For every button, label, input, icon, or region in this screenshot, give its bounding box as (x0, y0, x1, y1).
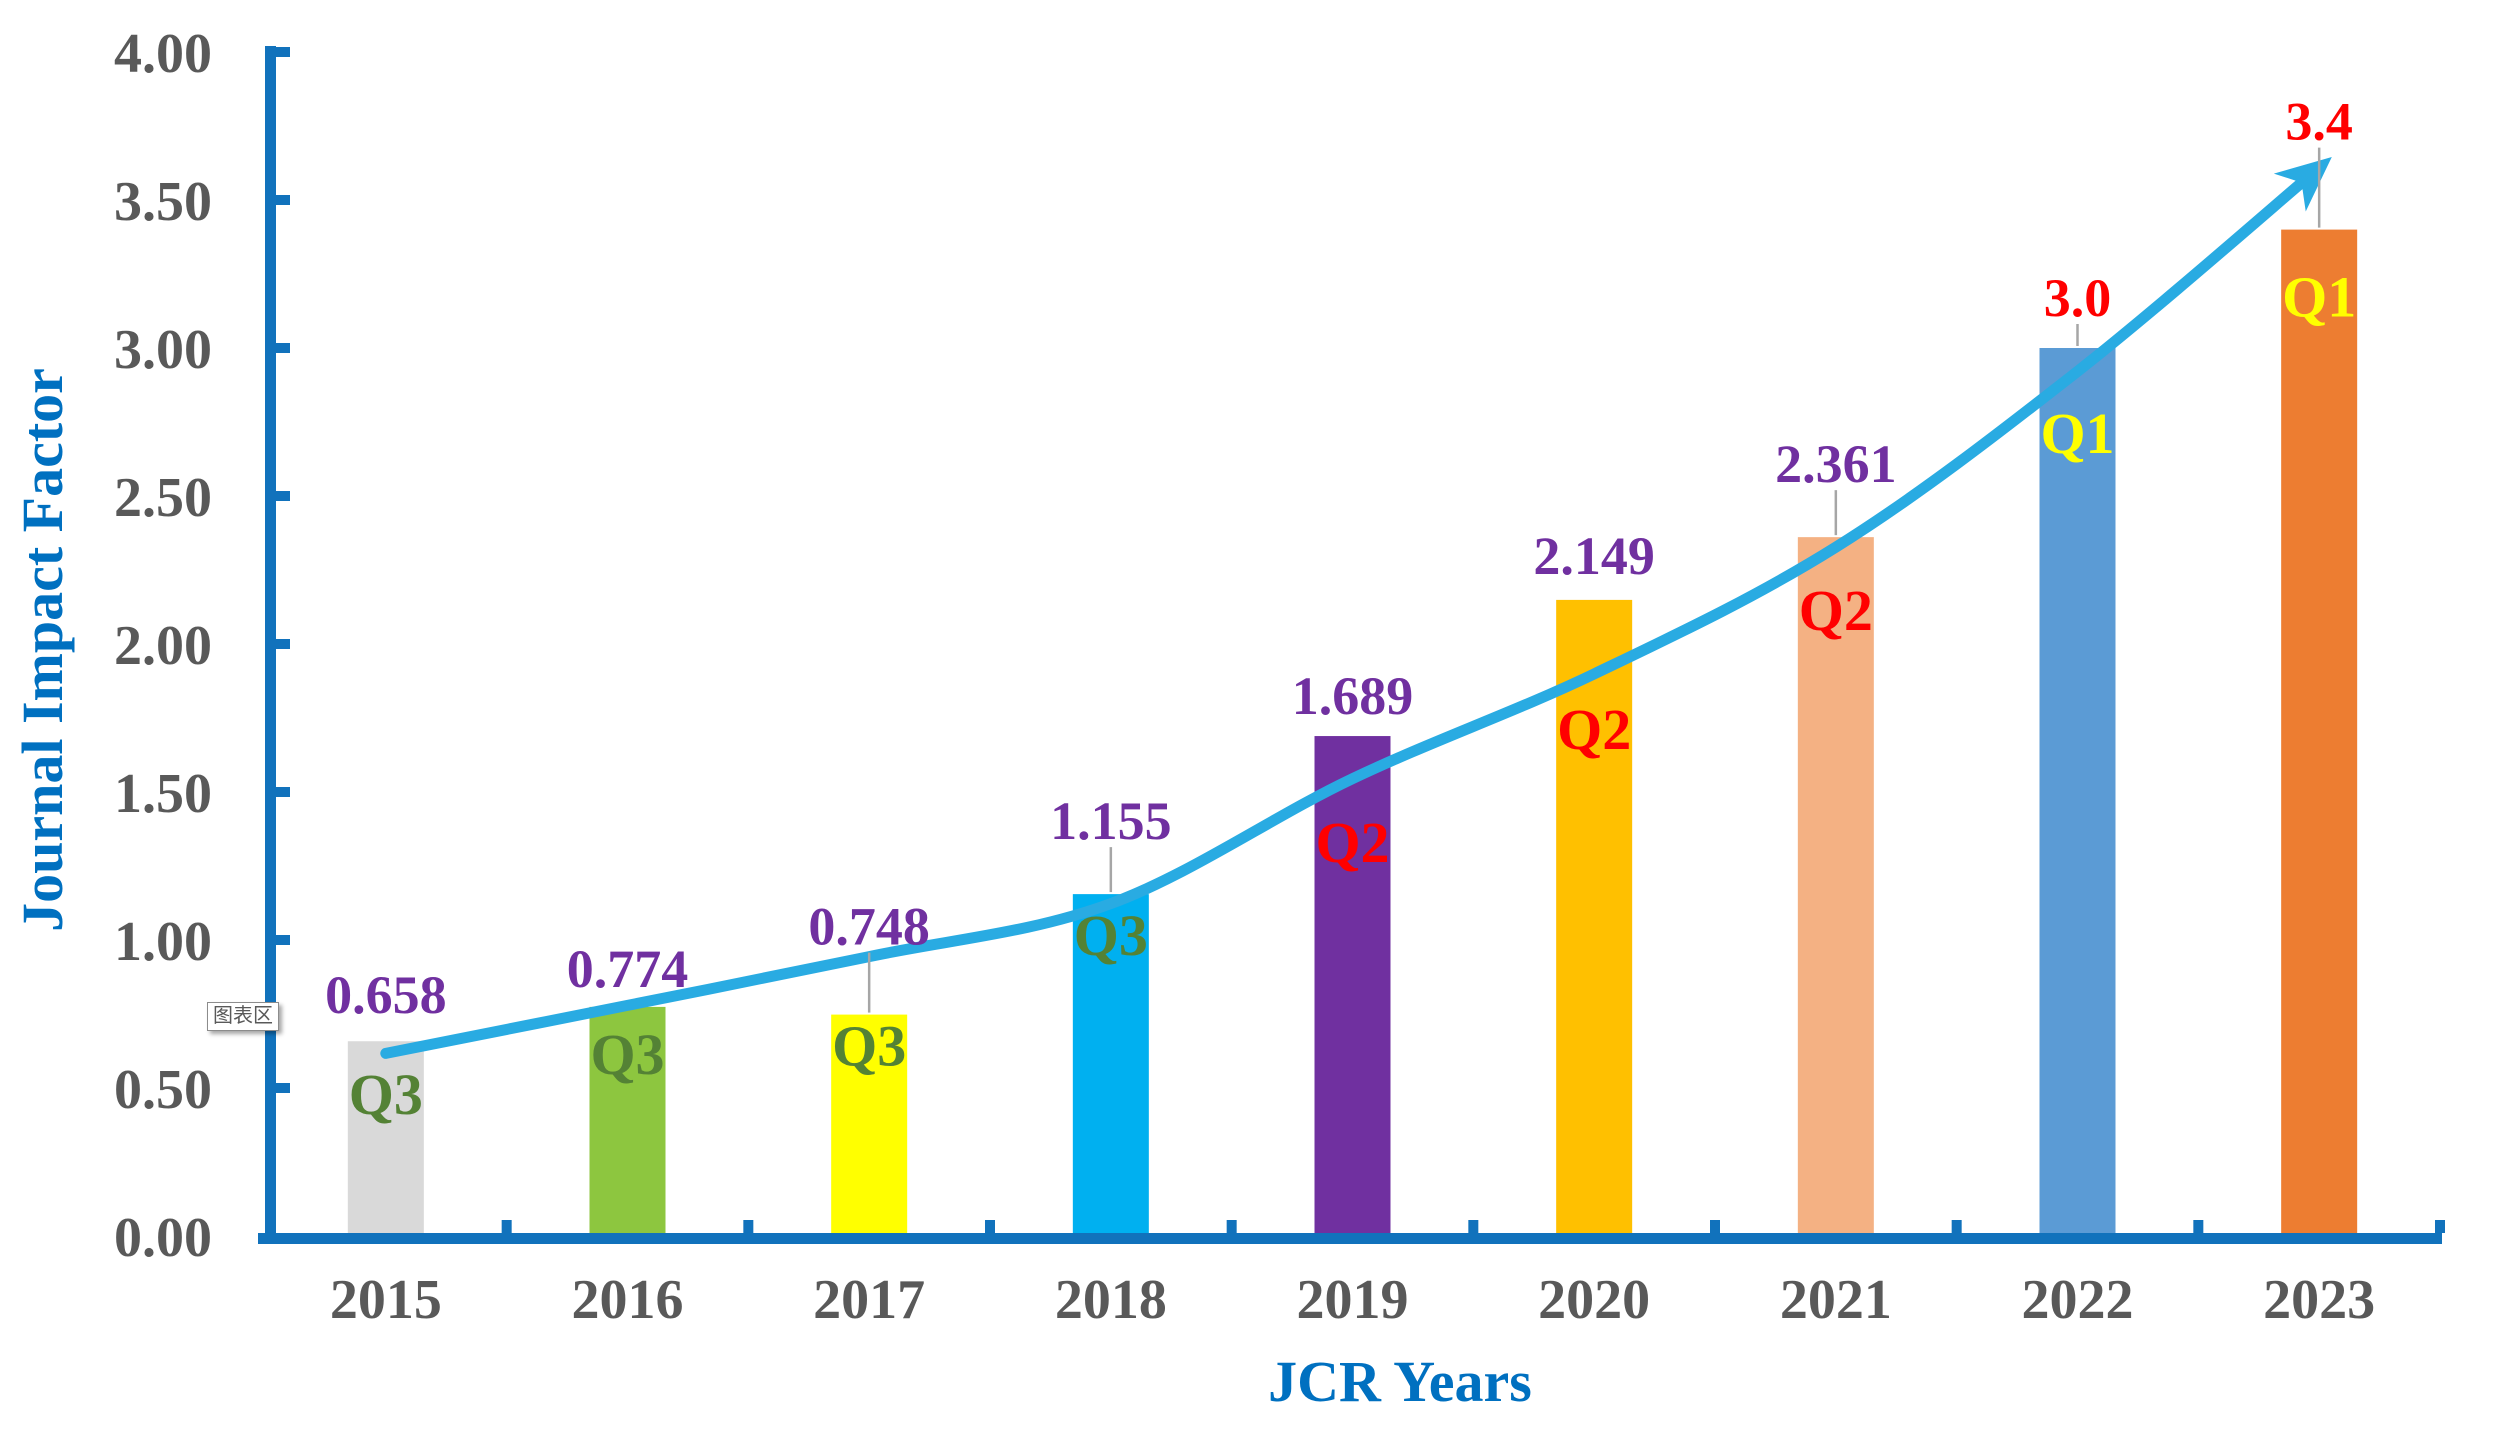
leader-lines (867, 147, 2321, 1013)
y-tick (276, 787, 290, 797)
y-tick (276, 1083, 290, 1093)
x-axis-line (258, 1233, 2442, 1244)
x-tick (1468, 1220, 1479, 1233)
quartile-label-2017: Q3 (832, 1014, 906, 1079)
value-label-2021: 2.361 (1775, 434, 1897, 494)
bar-2022[interactable] (2039, 348, 2116, 1233)
x-tick (2435, 1220, 2445, 1233)
chart-area-tooltip-text: 图表区 (213, 1005, 273, 1027)
bar-2017[interactable] (831, 1014, 908, 1233)
bar-series (347, 229, 2358, 1234)
y-tick-label-2.00: 2.00 (114, 615, 212, 677)
y-axis-line (265, 46, 276, 1244)
y-tick-label-4.00: 4.00 (114, 23, 212, 85)
y-tick-label-1.50: 1.50 (114, 763, 212, 825)
y-tick (276, 343, 290, 353)
value-label-2015: 0.658 (325, 965, 447, 1025)
bar-2019[interactable] (1314, 736, 1391, 1233)
x-tick-label-2016: 2016 (572, 1269, 684, 1331)
x-tick (743, 1220, 754, 1233)
quartile-label-2018: Q3 (1074, 903, 1148, 968)
bar-2023[interactable] (2281, 229, 2358, 1234)
value-label-2019: 1.689 (1292, 666, 1414, 726)
y-tick-label-0.00: 0.00 (114, 1207, 212, 1269)
tick-labels: 0.00 0.50 1.00 1.50 2.00 2.50 3.00 3.50 4.00 2015… (114, 23, 2375, 1331)
x-tick (1710, 1220, 1720, 1233)
x-tick-label-2022: 2022 (2022, 1269, 2134, 1331)
x-axis-title: JCR Years (1268, 1349, 1532, 1414)
value-label-2020: 2.149 (1533, 526, 1655, 586)
y-tick (276, 639, 290, 649)
bar-2015[interactable] (347, 1041, 424, 1233)
quartile-label-2019: Q2 (1315, 810, 1389, 875)
x-tick-label-2023: 2023 (2263, 1269, 2375, 1331)
x-tick (1226, 1220, 1237, 1233)
trend-line[interactable] (380, 157, 2332, 1059)
data-labels: 0.658 Q3 0.774 Q3 0.748 Q3 1.155 Q3 1.689 Q2 2.149… (325, 92, 2356, 1128)
y-axis-title: Journal Impact Factor (10, 368, 75, 932)
x-tick (501, 1220, 512, 1233)
x-tick (1951, 1220, 1962, 1233)
x-tick (2193, 1220, 2204, 1233)
x-tick-label-2020: 2020 (1538, 1269, 1650, 1331)
value-label-2023: 3.4 (2285, 92, 2353, 152)
axes (258, 46, 2442, 1244)
y-tick (276, 935, 290, 945)
quartile-label-2022: Q1 (2040, 401, 2114, 466)
quartile-label-2023: Q1 (2282, 265, 2356, 330)
bar-2021[interactable] (1797, 537, 1874, 1233)
trend-series (380, 157, 2332, 1059)
axis-ticks (276, 47, 2445, 1233)
bar-2016[interactable] (589, 1006, 666, 1233)
x-tick-label-2019: 2019 (1297, 1269, 1409, 1331)
quartile-label-2015: Q3 (349, 1062, 423, 1127)
y-tick (276, 195, 290, 205)
y-tick-label-3.50: 3.50 (114, 171, 212, 233)
quartile-label-2021: Q2 (1799, 578, 1873, 643)
chart-area-tooltip: 图表区 (207, 1002, 279, 1031)
quartile-label-2020: Q2 (1557, 697, 1631, 762)
x-tick-label-2015: 2015 (330, 1269, 442, 1331)
x-tick-label-2017: 2017 (813, 1269, 925, 1331)
x-tick-label-2021: 2021 (1780, 1269, 1892, 1331)
bar-2020[interactable] (1556, 599, 1633, 1233)
x-tick-label-2018: 2018 (1055, 1269, 1167, 1331)
value-label-2017: 0.748 (808, 897, 930, 957)
bar-2018[interactable] (1072, 894, 1149, 1233)
y-tick-label-2.50: 2.50 (114, 467, 212, 529)
value-label-2018: 1.155 (1050, 791, 1172, 851)
quartile-label-2016: Q3 (590, 1022, 664, 1087)
value-label-2016: 0.774 (567, 939, 689, 999)
y-tick-label-0.50: 0.50 (114, 1059, 212, 1121)
y-tick-label-1.00: 1.00 (114, 911, 212, 973)
value-label-2022: 3.0 (2044, 268, 2112, 328)
y-tick (276, 491, 290, 501)
x-tick (985, 1220, 995, 1233)
y-tick (276, 47, 290, 57)
y-tick-label-3.00: 3.00 (114, 319, 212, 381)
